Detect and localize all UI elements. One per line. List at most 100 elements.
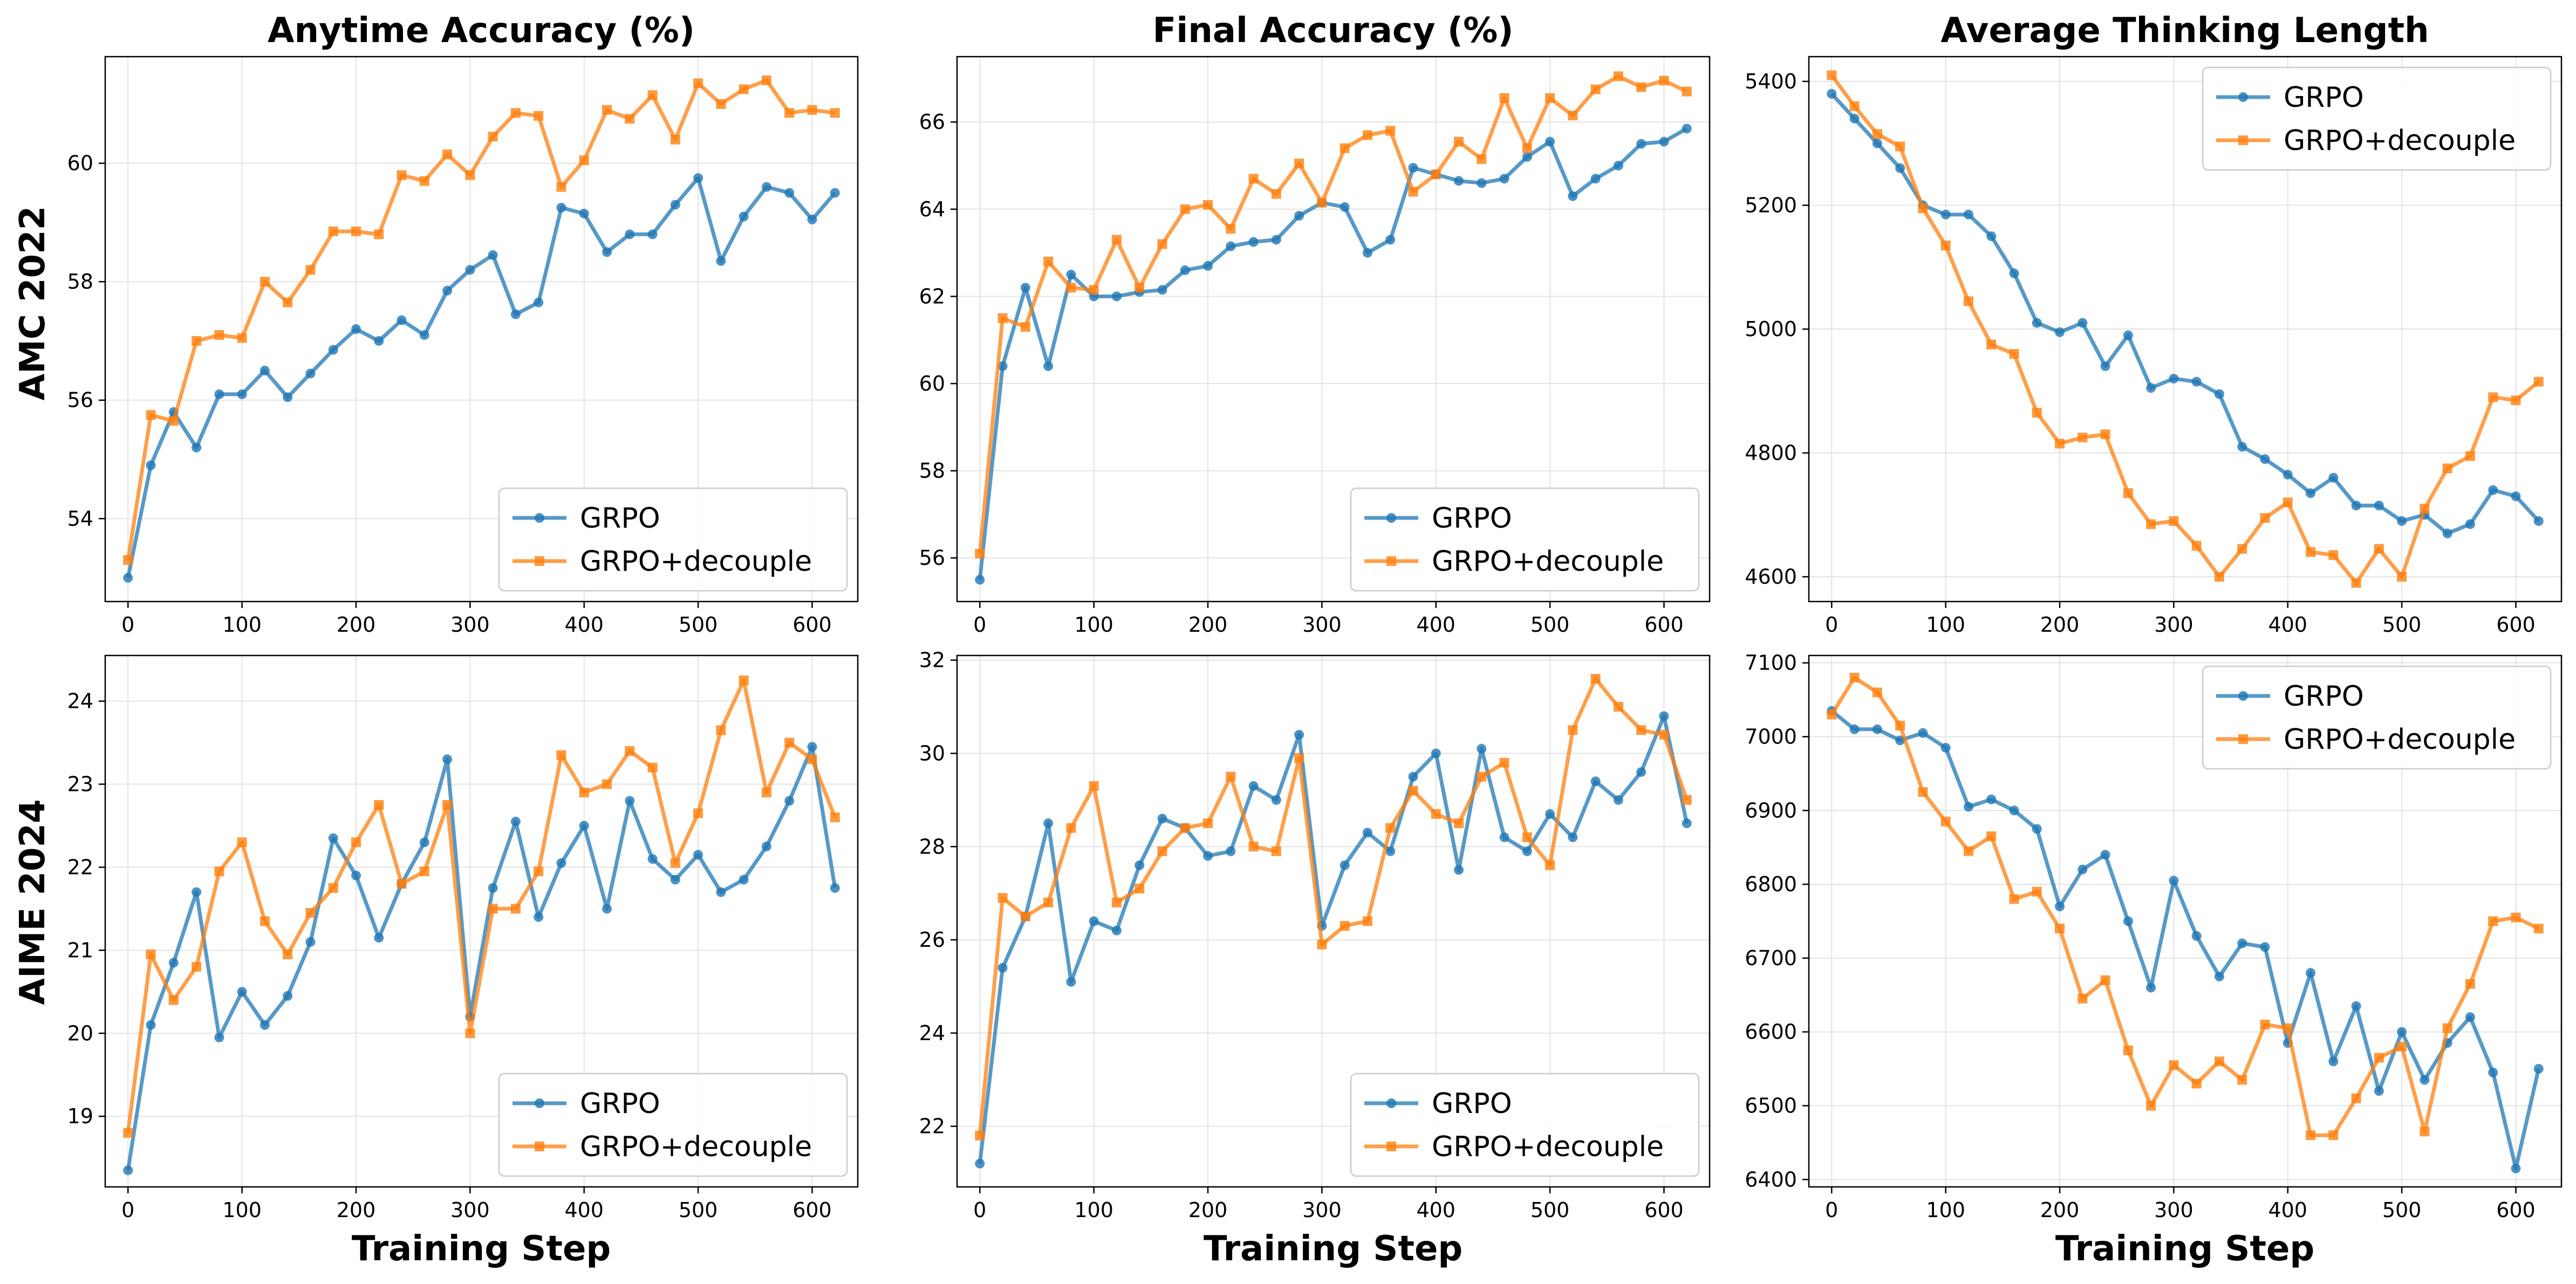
data-point-grpo-decouple (1362, 130, 1372, 140)
data-point-grpo-decouple (1682, 795, 1692, 805)
data-point-grpo-decouple (2260, 513, 2270, 523)
legend-box (2202, 665, 2552, 770)
data-point-grpo-decouple (1940, 816, 1951, 827)
data-point-grpo (1545, 809, 1555, 819)
data-point-grpo-decouple (693, 78, 703, 88)
data-point-grpo-decouple (1203, 200, 1213, 210)
data-point-grpo (123, 573, 133, 583)
data-point-grpo (2465, 1012, 2475, 1022)
chart-panel-3: 0 100 200 300 400 500 600 19 20 21 22 23 24 GRPO GRPO+… (67, 654, 859, 1222)
data-point-grpo (1940, 743, 1951, 753)
data-point-grpo (2488, 1067, 2498, 1077)
y-tick-label: 60 (919, 372, 945, 395)
legend-marker-grpo (1386, 1098, 1396, 1108)
chart-panel-5: 0 100 200 300 400 500 600 6400 6500 6600 6700 6800 6… (1745, 651, 2563, 1222)
data-point-grpo (1454, 176, 1464, 186)
data-point-grpo (2214, 972, 2224, 982)
data-point-grpo (693, 173, 703, 183)
data-point-grpo (1226, 241, 1236, 251)
data-point-grpo (1340, 860, 1350, 870)
data-point-grpo-decouple (1431, 809, 1441, 819)
y-tick-label: 22 (67, 855, 93, 879)
data-point-grpo (1477, 178, 1487, 188)
legend: GRPO GRPO+decouple (2202, 665, 2552, 770)
data-point-grpo-decouple (2078, 994, 2088, 1004)
data-point-grpo (2533, 516, 2544, 526)
data-point-grpo-decouple (1682, 86, 1692, 97)
data-point-grpo-decouple (1895, 720, 1905, 730)
data-point-grpo-decouple (1986, 339, 1997, 350)
data-point-grpo-decouple (1157, 239, 1167, 249)
data-point-grpo-decouple (1499, 757, 1509, 768)
legend: GRPO GRPO+decouple (498, 1073, 848, 1177)
data-point-grpo (1066, 976, 1076, 987)
data-point-grpo-decouple (2032, 407, 2042, 418)
data-point-grpo (1157, 814, 1167, 824)
series-line-grpo-decouple (126, 678, 837, 1133)
data-point-grpo-decouple (1180, 204, 1190, 214)
data-point-grpo (2009, 268, 2019, 278)
data-point-grpo (1203, 261, 1213, 271)
data-point-grpo-decouple (1454, 136, 1464, 147)
data-point-grpo (1135, 860, 1145, 870)
data-point-grpo-decouple (465, 1028, 475, 1039)
data-point-grpo (807, 742, 817, 752)
y-tick-label: 66 (919, 110, 945, 134)
legend-marker-grpo-decouple (535, 556, 544, 566)
data-point-grpo (1294, 729, 1304, 740)
data-point-grpo (2055, 327, 2065, 337)
x-tick-label: 200 (337, 1198, 376, 1222)
data-point-grpo (192, 887, 202, 897)
x-tick-label: 200 (2040, 613, 2080, 637)
data-point-grpo-decouple (670, 858, 680, 868)
data-point-grpo (1111, 925, 1122, 935)
legend-marker-grpo-decouple (2238, 734, 2248, 744)
data-point-grpo-decouple (1940, 241, 1951, 251)
data-point-grpo-decouple (556, 182, 566, 192)
legend-marker-grpo (535, 513, 544, 523)
panels: 0 100 200 300 400 500 60054565860GRPOGRPO+deco… (67, 56, 2563, 1222)
data-point-grpo-decouple (488, 132, 498, 142)
data-point-grpo-decouple (1294, 753, 1304, 763)
data-point-grpo-decouple (1226, 771, 1236, 782)
data-point-grpo (1849, 113, 1860, 124)
data-point-grpo (2146, 982, 2156, 993)
x-tick-label: 400 (1416, 1198, 1456, 1222)
x-axis-label-middle: Training Step (1204, 1229, 1463, 1269)
data-point-grpo-decouple (374, 800, 384, 810)
column-title-final-accuracy: Final Accuracy (%) (1153, 11, 1514, 51)
data-point-grpo-decouple (1636, 82, 1646, 92)
data-point-grpo-decouple (2169, 516, 2179, 526)
data-point-grpo (1895, 163, 1905, 173)
x-tick-label: 200 (337, 613, 376, 637)
data-point-grpo (670, 200, 680, 210)
y-tick-label: 6900 (1745, 798, 1797, 822)
data-point-grpo (2488, 485, 2498, 495)
y-tick-label: 21 (67, 938, 93, 962)
data-point-grpo-decouple (192, 962, 202, 972)
data-point-grpo (1408, 163, 1418, 173)
legend-label-grpo: GRPO (2284, 680, 2364, 713)
data-point-grpo (259, 365, 270, 375)
data-point-grpo-decouple (2442, 463, 2452, 474)
row-label-aime-2024: AIME 2024 (13, 799, 53, 1005)
column-title-anytime-accuracy: Anytime Accuracy (%) (268, 11, 695, 51)
legend-label-grpo-decouple: GRPO+decouple (580, 545, 812, 578)
x-tick-label: 100 (1926, 1198, 1965, 1222)
data-point-grpo-decouple (397, 170, 407, 180)
x-tick-label: 600 (792, 1198, 832, 1222)
data-point-grpo-decouple (510, 108, 521, 118)
data-point-grpo-decouple (1477, 771, 1487, 782)
data-point-grpo-decouple (214, 866, 224, 877)
data-point-grpo (1590, 776, 1601, 787)
data-point-grpo (1918, 728, 1928, 738)
data-point-grpo (1362, 248, 1372, 258)
data-point-grpo (2214, 389, 2224, 399)
legend-marker-grpo (535, 1098, 544, 1108)
data-point-grpo (283, 991, 293, 1001)
y-tick-label: 24 (67, 689, 93, 713)
data-point-grpo-decouple (739, 84, 749, 94)
data-point-grpo-decouple (2306, 1130, 2315, 1140)
data-point-grpo-decouple (625, 114, 635, 124)
data-point-grpo-decouple (2214, 572, 2224, 582)
